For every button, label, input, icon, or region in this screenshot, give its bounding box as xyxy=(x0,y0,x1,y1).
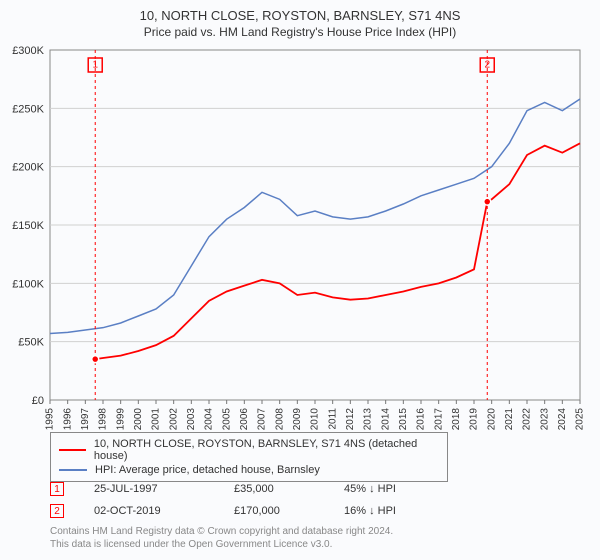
x-tick-label: 2005 xyxy=(221,408,232,430)
x-tick-label: 2016 xyxy=(416,408,427,430)
sale-row-2: 2 02-OCT-2019 £170,000 16% ↓ HPI xyxy=(50,500,580,522)
x-tick-label: 2019 xyxy=(469,408,480,430)
x-tick-label: 2007 xyxy=(257,408,268,430)
sale-marker-1: 1 xyxy=(50,482,64,496)
y-tick-label: £300K xyxy=(12,45,44,57)
y-tick-label: £100K xyxy=(12,278,44,290)
legend-label-blue: HPI: Average price, detached house, Barn… xyxy=(95,464,320,476)
footnote-line2: This data is licensed under the Open Gov… xyxy=(50,539,393,552)
chart-container: 10, NORTH CLOSE, ROYSTON, BARNSLEY, S71 … xyxy=(0,0,600,560)
x-tick-label: 2025 xyxy=(575,408,586,430)
legend: 10, NORTH CLOSE, ROYSTON, BARNSLEY, S71 … xyxy=(50,432,580,482)
footnote-line1: Contains HM Land Registry data © Crown c… xyxy=(50,526,393,539)
x-tick-label: 2003 xyxy=(186,408,197,430)
sale-row-1: 1 25-JUL-1997 £35,000 45% ↓ HPI xyxy=(50,478,580,500)
marker-dot-1 xyxy=(92,356,99,363)
x-tick-label: 2013 xyxy=(363,408,374,430)
marker-dot-2 xyxy=(484,198,491,205)
legend-swatch-red xyxy=(59,449,86,451)
sales-table: 1 25-JUL-1997 £35,000 45% ↓ HPI 2 02-OCT… xyxy=(50,478,580,522)
marker-num-2: 2 xyxy=(484,60,490,71)
sale-date-1: 25-JUL-1997 xyxy=(94,483,204,495)
x-tick-label: 2012 xyxy=(345,408,356,430)
legend-row-blue: HPI: Average price, detached house, Barn… xyxy=(59,463,439,477)
x-tick-label: 1996 xyxy=(62,408,73,430)
x-tick-label: 1999 xyxy=(115,408,126,430)
footnote: Contains HM Land Registry data © Crown c… xyxy=(50,526,393,551)
sale-marker-2-num: 2 xyxy=(54,506,60,517)
sale-price-1: £35,000 xyxy=(234,483,314,495)
x-tick-label: 2014 xyxy=(380,408,391,430)
x-tick-label: 1995 xyxy=(45,408,56,430)
sale-marker-1-num: 1 xyxy=(54,484,60,495)
legend-swatch-blue xyxy=(59,469,87,471)
y-tick-label: £250K xyxy=(12,103,44,115)
x-tick-label: 2006 xyxy=(239,408,250,430)
y-tick-label: £0 xyxy=(32,395,44,407)
sale-hpi-1: 45% ↓ HPI xyxy=(344,483,444,495)
chart-svg: £0 £50K £100K £150K £200K £250K £300K 1995 1996 1… xyxy=(0,0,600,430)
legend-row-red: 10, NORTH CLOSE, ROYSTON, BARNSLEY, S71 … xyxy=(59,437,439,463)
marker-num-1: 1 xyxy=(92,60,98,71)
x-tick-label: 1998 xyxy=(98,408,109,430)
legend-label-red: 10, NORTH CLOSE, ROYSTON, BARNSLEY, S71 … xyxy=(94,438,439,462)
sale-hpi-2: 16% ↓ HPI xyxy=(344,505,444,517)
y-tick-label: £50K xyxy=(18,337,44,349)
x-tick-label: 2000 xyxy=(133,408,144,430)
x-tick-label: 1997 xyxy=(80,408,91,430)
sale-date-2: 02-OCT-2019 xyxy=(94,505,204,517)
x-tick-label: 2020 xyxy=(486,408,497,430)
sale-marker-2: 2 xyxy=(50,504,64,518)
x-tick-label: 2004 xyxy=(204,408,215,430)
x-tick-label: 2017 xyxy=(433,408,444,430)
x-tick-label: 2018 xyxy=(451,408,462,430)
x-tick-label: 2021 xyxy=(504,408,515,430)
x-tick-label: 2015 xyxy=(398,408,409,430)
x-tick-label: 2011 xyxy=(327,408,338,430)
y-tick-label: £200K xyxy=(12,162,44,174)
x-tick-label: 2023 xyxy=(539,408,550,430)
sale-price-2: £170,000 xyxy=(234,505,314,517)
x-tick-label: 2009 xyxy=(292,408,303,430)
x-tick-label: 2024 xyxy=(557,408,568,430)
x-tick-label: 2001 xyxy=(151,408,162,430)
x-tick-label: 2010 xyxy=(310,408,321,430)
x-tick-label: 2008 xyxy=(274,408,285,430)
x-tick-label: 2002 xyxy=(168,408,179,430)
y-tick-label: £150K xyxy=(12,220,44,232)
x-tick-label: 2022 xyxy=(522,408,533,430)
